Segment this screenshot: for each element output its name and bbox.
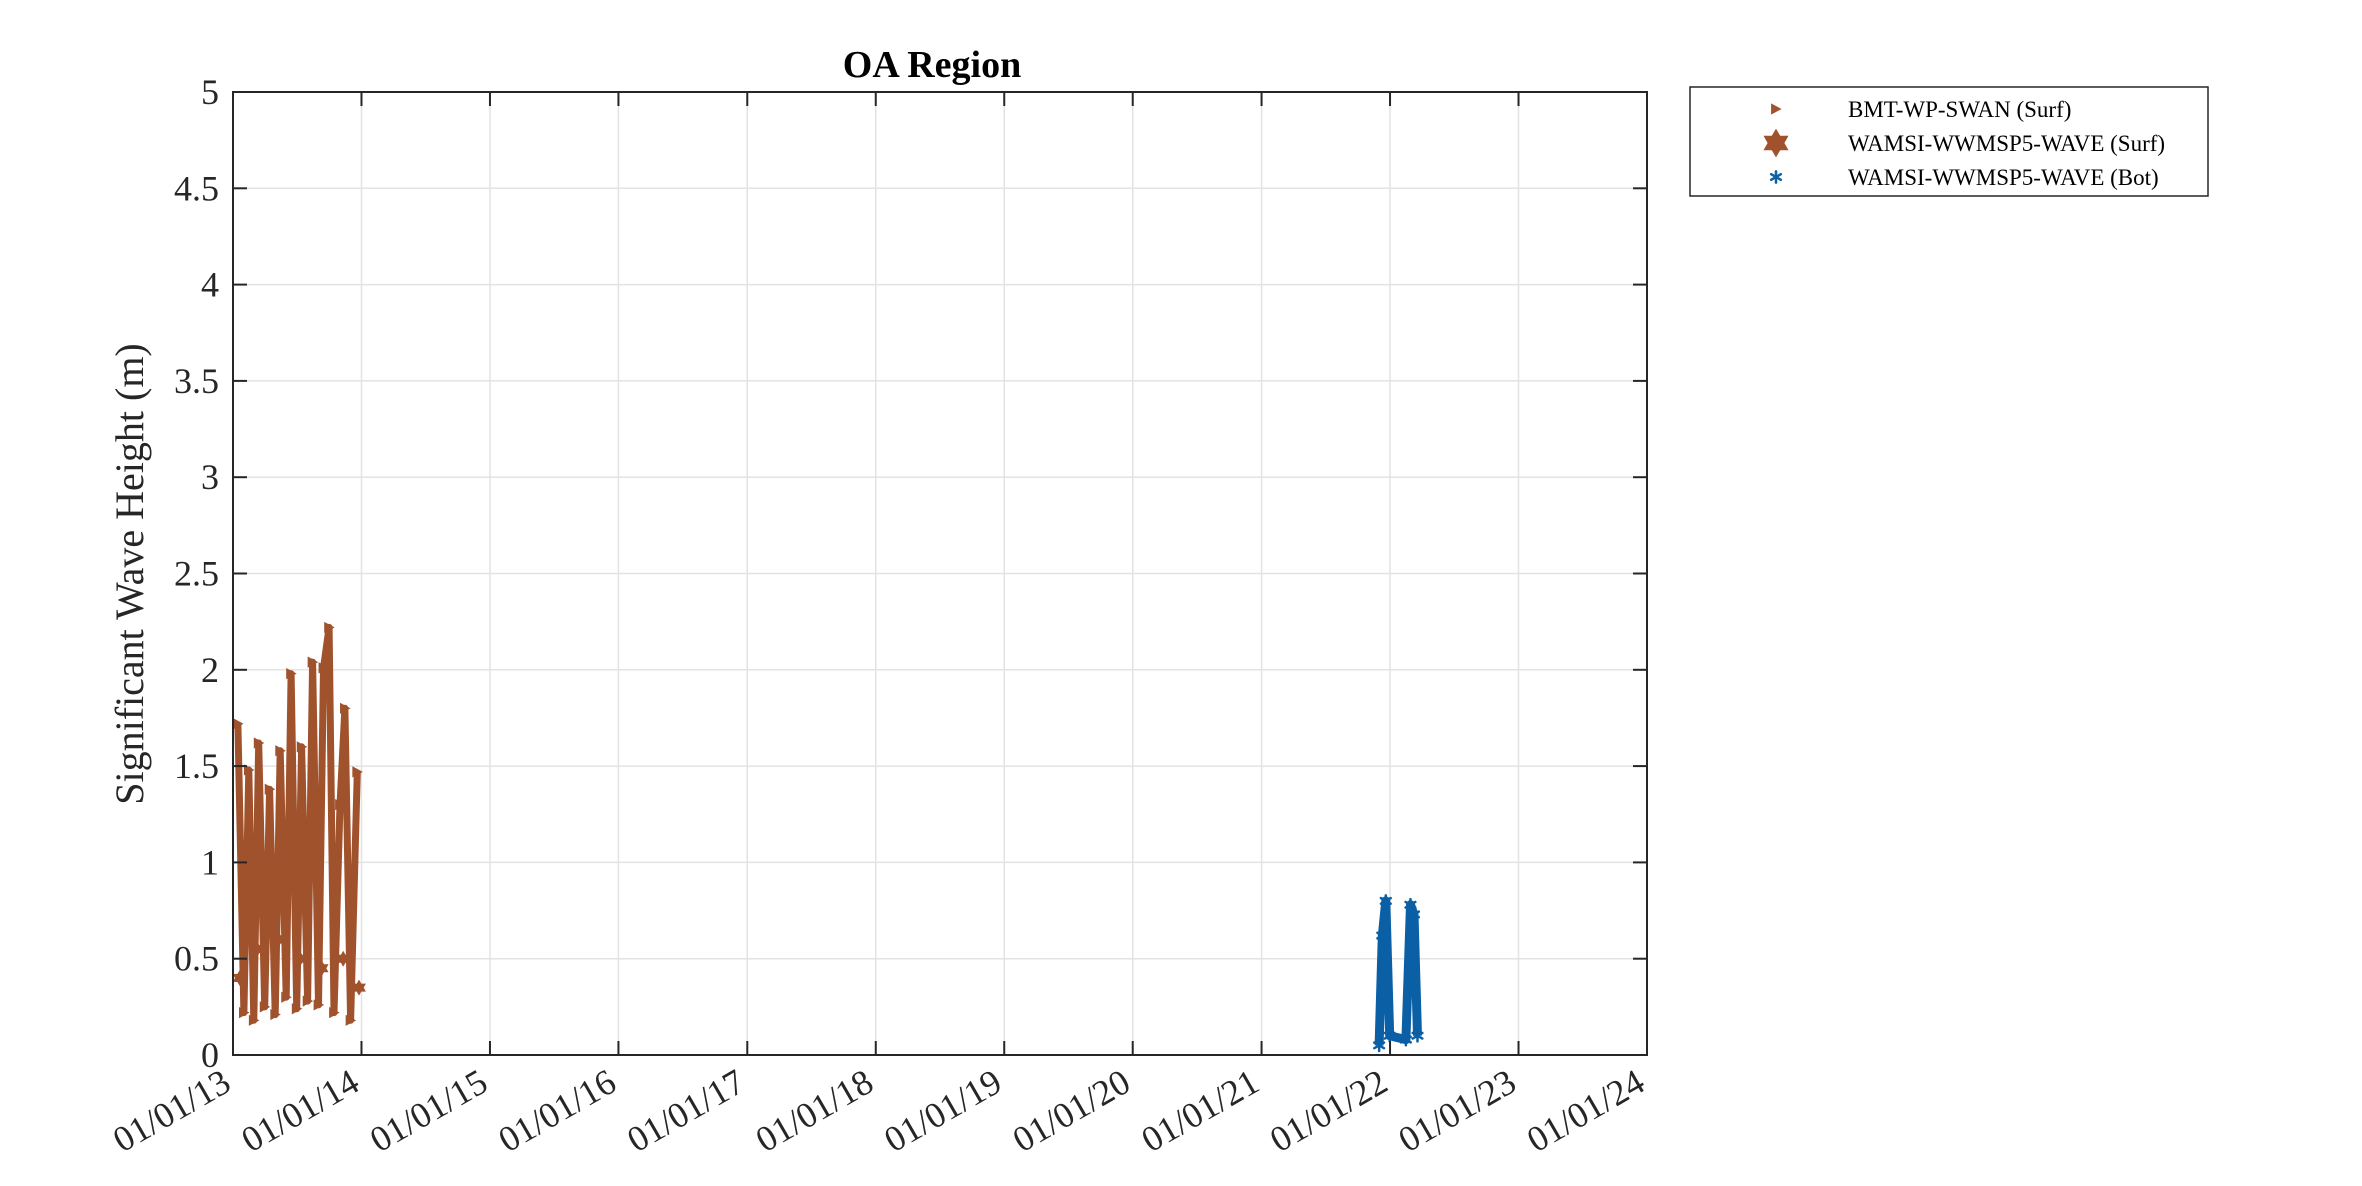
- x-tick-label: 01/01/23: [1392, 1061, 1523, 1160]
- chart-title: OA Region: [843, 44, 1021, 86]
- y-tick-label: 0.5: [174, 939, 219, 979]
- data-point: [335, 799, 346, 811]
- legend-marker: [1769, 170, 1783, 184]
- y-tick-label: 5: [201, 72, 219, 112]
- y-tick-label: 1: [201, 842, 219, 882]
- data-point: [253, 737, 265, 749]
- data-point: [296, 741, 308, 753]
- y-tick-label: 3.5: [174, 361, 219, 401]
- data-point: [336, 950, 351, 967]
- data-point: [271, 931, 286, 948]
- data-point: [329, 1007, 340, 1019]
- data-point: [307, 656, 319, 668]
- data-point: [1399, 1032, 1412, 1047]
- data-point: [1376, 928, 1389, 943]
- x-tick-label: 01/01/17: [620, 1061, 751, 1160]
- y-tick-label: 2.5: [174, 554, 219, 594]
- data-layer: [233, 621, 1424, 1053]
- data-point: [275, 745, 286, 757]
- y-axis-label: Significant Wave Height (m): [107, 343, 152, 804]
- x-tick-label: 01/01/22: [1263, 1061, 1394, 1160]
- data-point: [352, 979, 366, 996]
- data-point: [1383, 1028, 1396, 1043]
- data-point: [239, 1007, 250, 1019]
- data-point: [1411, 1028, 1424, 1043]
- data-point: [313, 999, 325, 1011]
- data-point: [1373, 1038, 1386, 1053]
- x-tick-label: 01/01/20: [1006, 1061, 1137, 1160]
- legend-entry: WAMSI-WWMSP5-WAVE (Bot): [1848, 165, 2159, 190]
- data-point: [1379, 894, 1392, 908]
- legend: BMT-WP-SWAN (Surf) WAMSI-WWMSP5-WAVE (Sur…: [1689, 86, 2209, 197]
- legend-marker: [1771, 103, 1782, 115]
- x-tick-label: 01/01/15: [363, 1061, 494, 1160]
- data-point: [345, 1014, 357, 1026]
- data-point: [281, 991, 292, 1003]
- legend-marker: [1763, 128, 1789, 158]
- data-point: [352, 766, 363, 778]
- data-point: [324, 621, 335, 634]
- data-point: [243, 764, 255, 776]
- data-point: [233, 718, 244, 730]
- data-point: [270, 1008, 281, 1021]
- data-point: [314, 960, 329, 977]
- data-point: [286, 668, 297, 680]
- y-tick-label: 2: [201, 650, 219, 690]
- x-tick-label: 01/01/21: [1135, 1061, 1266, 1160]
- data-point: [302, 995, 314, 1007]
- x-tick-label: 01/01/24: [1520, 1061, 1651, 1160]
- x-tick-label: 01/01/18: [749, 1061, 880, 1160]
- data-point: [264, 783, 276, 795]
- data-point: [248, 1014, 260, 1026]
- x-tick-label: 01/01/16: [492, 1061, 623, 1160]
- data-point: [250, 941, 264, 958]
- data-point: [293, 950, 307, 967]
- data-point: [233, 970, 247, 986]
- y-tick-label: 4.5: [174, 168, 219, 208]
- data-point: [318, 662, 330, 674]
- legend-entry: BMT-WP-SWAN (Surf): [1848, 97, 2071, 122]
- x-tick-label: 01/01/14: [235, 1061, 366, 1160]
- x-tick-label: 01/01/13: [106, 1061, 237, 1160]
- y-tick-label: 4: [201, 265, 219, 305]
- data-point: [1407, 907, 1421, 922]
- legend-entry: WAMSI-WWMSP5-WAVE (Surf): [1848, 131, 2165, 156]
- data-point: [340, 702, 351, 714]
- data-point: [259, 1001, 271, 1013]
- data-point: [291, 1003, 303, 1015]
- y-tick-label: 1.5: [174, 746, 219, 786]
- data-point: [1404, 897, 1417, 912]
- x-tick-label: 01/01/19: [877, 1061, 1008, 1160]
- y-tick-label: 3: [201, 457, 219, 497]
- y-tick-label: 0: [201, 1035, 219, 1075]
